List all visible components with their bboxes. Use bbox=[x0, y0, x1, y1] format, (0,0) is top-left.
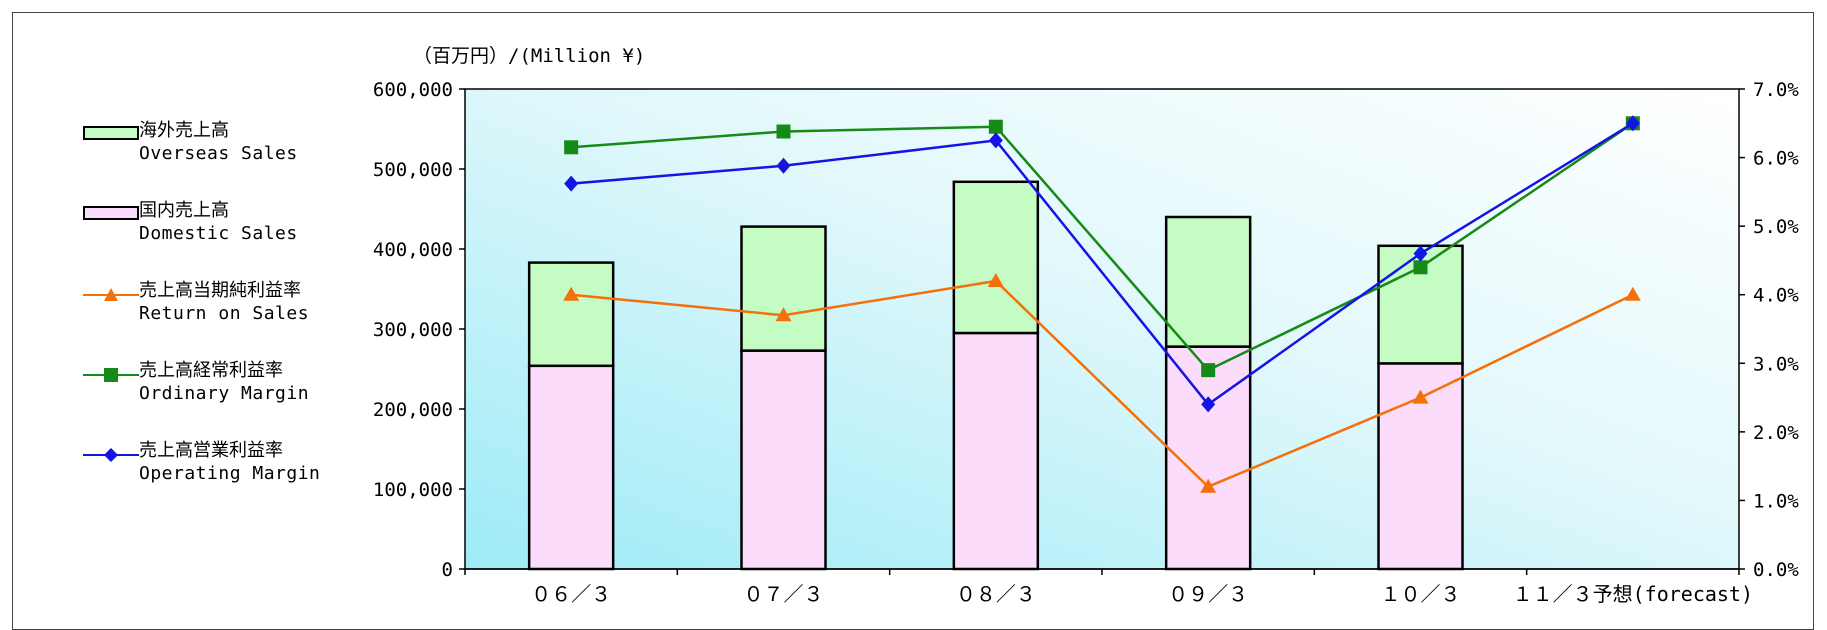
y-right-tick-label: 0.0% bbox=[1753, 559, 1799, 581]
y-right-tick-label: 5.0% bbox=[1753, 216, 1799, 238]
legend-item-return-on-sales: 売上高当期純利益率 Return on Sales bbox=[139, 279, 309, 325]
point-return-on-sales bbox=[987, 273, 1004, 287]
y-right-tick-label: 2.0% bbox=[1753, 422, 1799, 444]
y-left-tick-label: 200,000 bbox=[373, 399, 453, 421]
x-category-label: １０／３ bbox=[1381, 582, 1461, 606]
legend-item-operating-margin: 売上高営業利益率 Operating Margin bbox=[139, 439, 320, 485]
point-ordinary-margin bbox=[1201, 363, 1216, 378]
chart-svg: 0 100,000 200,000 300,000 400,000 500,000 600,… bbox=[373, 79, 1799, 606]
legend-swatch-overseas bbox=[83, 126, 139, 140]
bar-domestic-sales bbox=[952, 331, 1040, 571]
legend-item-overseas-sales: 海外売上高 Overseas Sales bbox=[139, 119, 298, 165]
x-category-label: ０９／３ bbox=[1168, 582, 1248, 606]
y-right-tick-label: 7.0% bbox=[1753, 79, 1799, 101]
bar-domestic-sales bbox=[740, 349, 827, 571]
bar-overseas-sales bbox=[740, 225, 827, 352]
point-return-on-sales bbox=[1624, 286, 1641, 301]
point-operating-margin bbox=[1625, 115, 1640, 132]
x-category-label: ０８／３ bbox=[956, 582, 1036, 606]
bar-overseas-sales bbox=[527, 261, 615, 368]
legend-label-ja: 海外売上高 bbox=[139, 120, 229, 141]
x-category-label: ０６／３ bbox=[531, 582, 611, 606]
point-return-on-sales bbox=[1412, 389, 1429, 404]
y-right-tick-label: 3.0% bbox=[1753, 353, 1799, 375]
legend-label-ja: 売上高当期純利益率 bbox=[139, 280, 301, 301]
point-ordinary-margin bbox=[564, 140, 579, 155]
plot-area bbox=[464, 88, 1740, 570]
x-category-label: １１／３予想(forecast) bbox=[1513, 582, 1753, 606]
y-left-tick-label: 300,000 bbox=[373, 319, 453, 341]
legend-label-ja: 売上高経常利益率 bbox=[139, 360, 283, 381]
point-return-on-sales bbox=[775, 307, 792, 322]
chart-frame: 0 100,000 200,000 300,000 400,000 500,000 600,… bbox=[12, 12, 1814, 630]
y-right-tick-label: 4.0% bbox=[1753, 285, 1799, 307]
y-left-tick-label: 500,000 bbox=[373, 159, 453, 181]
y-axis-unit-label: （百万円）/(Million ¥) bbox=[413, 45, 646, 67]
legend-swatch-operating-margin bbox=[83, 448, 139, 462]
series-line-square bbox=[571, 122, 1634, 372]
point-ordinary-margin bbox=[1413, 260, 1428, 275]
legend-label-en: Operating Margin bbox=[139, 463, 321, 484]
point-return-on-sales bbox=[1200, 478, 1217, 493]
y-left-tick-label: 100,000 bbox=[373, 479, 453, 501]
legend-label-en: Ordinary Margin bbox=[139, 383, 310, 404]
legend-swatch-ordinary-margin bbox=[83, 368, 139, 382]
bar-overseas-sales bbox=[1164, 215, 1252, 348]
series-line-diamond bbox=[571, 122, 1634, 407]
point-operating-margin bbox=[564, 175, 579, 192]
point-operating-margin bbox=[988, 132, 1003, 149]
point-return-on-sales bbox=[563, 286, 580, 301]
y-right-tick-label: 6.0% bbox=[1753, 148, 1799, 170]
point-operating-margin bbox=[1201, 396, 1216, 413]
y-right-tick-label: 1.0% bbox=[1753, 490, 1799, 512]
x-category-label: ０７／３ bbox=[744, 582, 824, 606]
y-left-tick-label: 0 bbox=[442, 559, 453, 581]
bar-domestic-sales bbox=[527, 364, 615, 571]
point-operating-margin bbox=[1413, 245, 1428, 262]
point-operating-margin bbox=[776, 157, 791, 174]
legend-item-domestic-sales: 国内売上高 Domestic Sales bbox=[139, 199, 298, 245]
point-ordinary-margin bbox=[776, 124, 791, 139]
legend-label-en: Return on Sales bbox=[139, 303, 310, 324]
legend-label-en: Domestic Sales bbox=[139, 223, 298, 244]
legend-label-ja: 売上高営業利益率 bbox=[139, 440, 283, 461]
legend-item-ordinary-margin: 売上高経常利益率 Ordinary Margin bbox=[139, 359, 309, 405]
legend-label-en: Overseas Sales bbox=[139, 143, 298, 164]
legend-swatch-return-on-sales bbox=[83, 288, 139, 301]
series-line-triangle bbox=[571, 279, 1634, 489]
y-left-tick-label: 400,000 bbox=[373, 239, 453, 261]
legend-label-ja: 国内売上高 bbox=[139, 200, 229, 221]
point-ordinary-margin bbox=[988, 119, 1003, 134]
y-left-tick-label: 600,000 bbox=[373, 79, 453, 101]
legend-swatch-domestic bbox=[83, 206, 139, 220]
